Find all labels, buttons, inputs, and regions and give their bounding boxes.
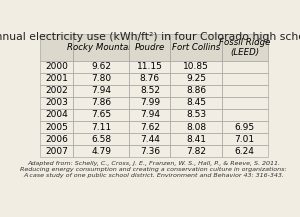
Text: Adapted from: Schelly, C., Cross, J. E., Franzen, W. S., Hall, P., & Reeve, S. 2: Adapted from: Schelly, C., Cross, J. E.,… xyxy=(20,161,287,178)
Text: Annual electricity use (kWh/ft²) in four Colorado high schools: Annual electricity use (kWh/ft²) in four… xyxy=(0,32,300,42)
